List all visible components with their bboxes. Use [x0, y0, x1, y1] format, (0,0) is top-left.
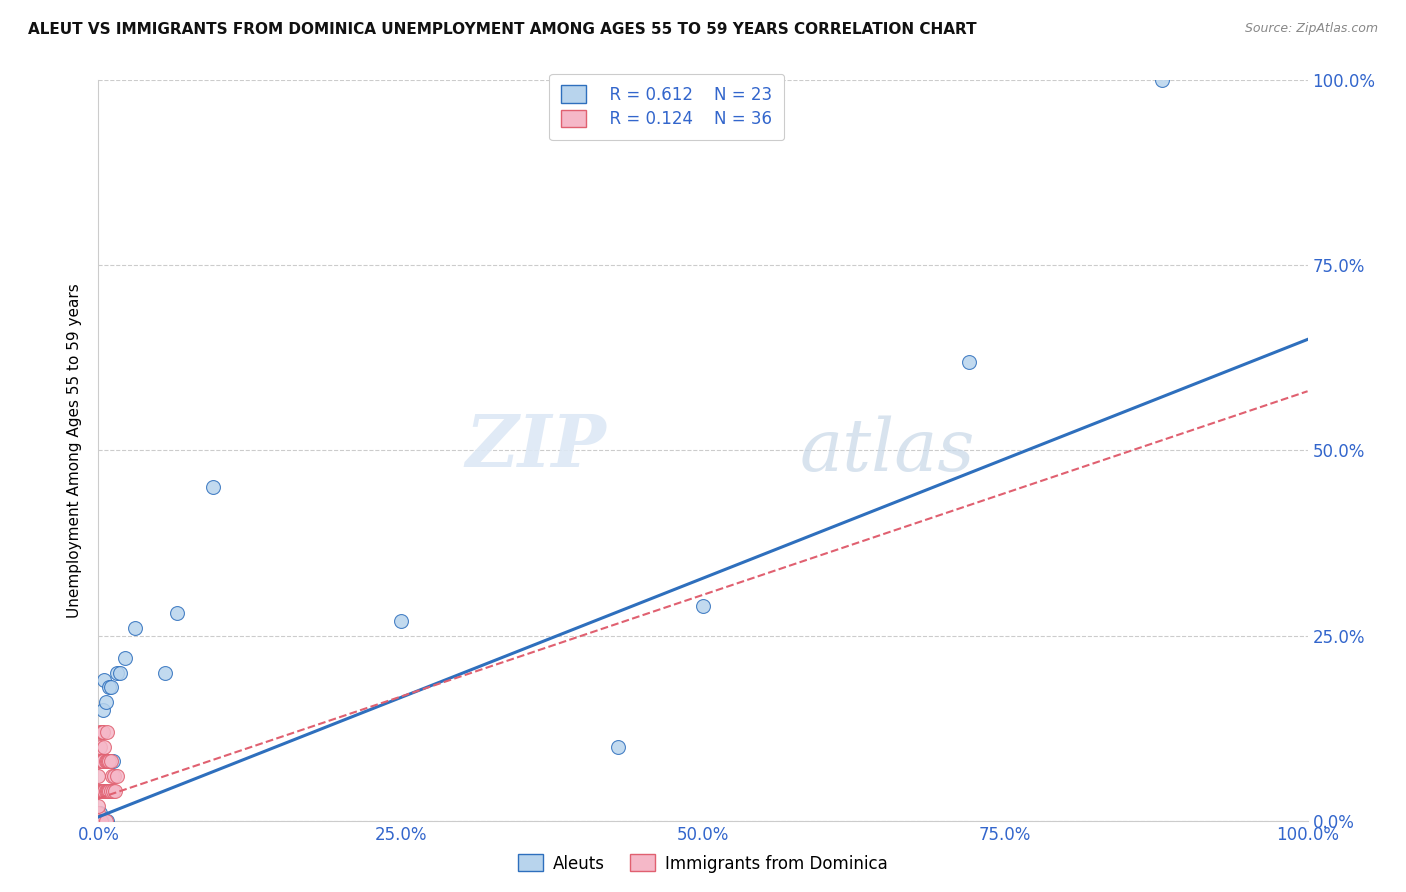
- Point: [96, 724, 118, 739]
- Point: [94, 695, 117, 709]
- Point: [100, 755, 122, 769]
- Point: [124, 621, 146, 635]
- Point: [94, 814, 117, 828]
- Point: [105, 769, 128, 783]
- Point: [91, 755, 114, 769]
- Point: [105, 665, 128, 680]
- Point: [957, 354, 980, 368]
- Point: [98, 681, 121, 695]
- Point: [93, 739, 115, 754]
- Point: [101, 784, 124, 798]
- Point: [89, 755, 111, 769]
- Point: [97, 755, 120, 769]
- Point: [90, 814, 112, 828]
- Point: [87, 814, 110, 828]
- Text: ZIP: ZIP: [465, 411, 606, 483]
- Point: [90, 814, 112, 828]
- Text: Source: ZipAtlas.com: Source: ZipAtlas.com: [1244, 22, 1378, 36]
- Point: [98, 755, 121, 769]
- Text: ALEUT VS IMMIGRANTS FROM DOMINICA UNEMPLOYMENT AMONG AGES 55 TO 59 YEARS CORRELA: ALEUT VS IMMIGRANTS FROM DOMINICA UNEMPL…: [28, 22, 977, 37]
- Text: atlas: atlas: [800, 415, 976, 486]
- Point: [96, 784, 118, 798]
- Point: [87, 784, 110, 798]
- Point: [94, 784, 117, 798]
- Point: [98, 784, 121, 798]
- Point: [91, 784, 114, 798]
- Point: [89, 724, 111, 739]
- Point: [93, 673, 115, 687]
- Point: [96, 755, 118, 769]
- Legend: Aleuts, Immigrants from Dominica: Aleuts, Immigrants from Dominica: [512, 847, 894, 880]
- Point: [607, 739, 630, 754]
- Point: [100, 769, 122, 783]
- Point: [108, 665, 131, 680]
- Point: [87, 769, 110, 783]
- Point: [104, 784, 127, 798]
- Point: [101, 755, 124, 769]
- Point: [103, 769, 125, 783]
- Point: [93, 784, 115, 798]
- Point: [91, 724, 114, 739]
- Point: [90, 755, 112, 769]
- Point: [96, 814, 118, 828]
- Point: [97, 784, 120, 798]
- Point: [87, 798, 110, 813]
- Point: [692, 599, 714, 613]
- Point: [1152, 73, 1174, 87]
- Point: [166, 607, 188, 621]
- Point: [90, 784, 112, 798]
- Point: [91, 724, 114, 739]
- Point: [100, 681, 122, 695]
- Point: [153, 665, 176, 680]
- Point: [89, 739, 111, 754]
- Point: [114, 650, 136, 665]
- Point: [97, 755, 120, 769]
- Legend:   R = 0.612    N = 23,   R = 0.124    N = 36: R = 0.612 N = 23, R = 0.124 N = 36: [550, 74, 785, 140]
- Point: [91, 814, 114, 828]
- Y-axis label: Unemployment Among Ages 55 to 59 years: Unemployment Among Ages 55 to 59 years: [67, 283, 83, 618]
- Point: [91, 784, 114, 798]
- Point: [202, 480, 225, 494]
- Point: [91, 703, 114, 717]
- Point: [100, 784, 122, 798]
- Point: [87, 806, 110, 821]
- Point: [91, 755, 114, 769]
- Point: [389, 614, 412, 628]
- Point: [94, 755, 117, 769]
- Point: [89, 806, 111, 821]
